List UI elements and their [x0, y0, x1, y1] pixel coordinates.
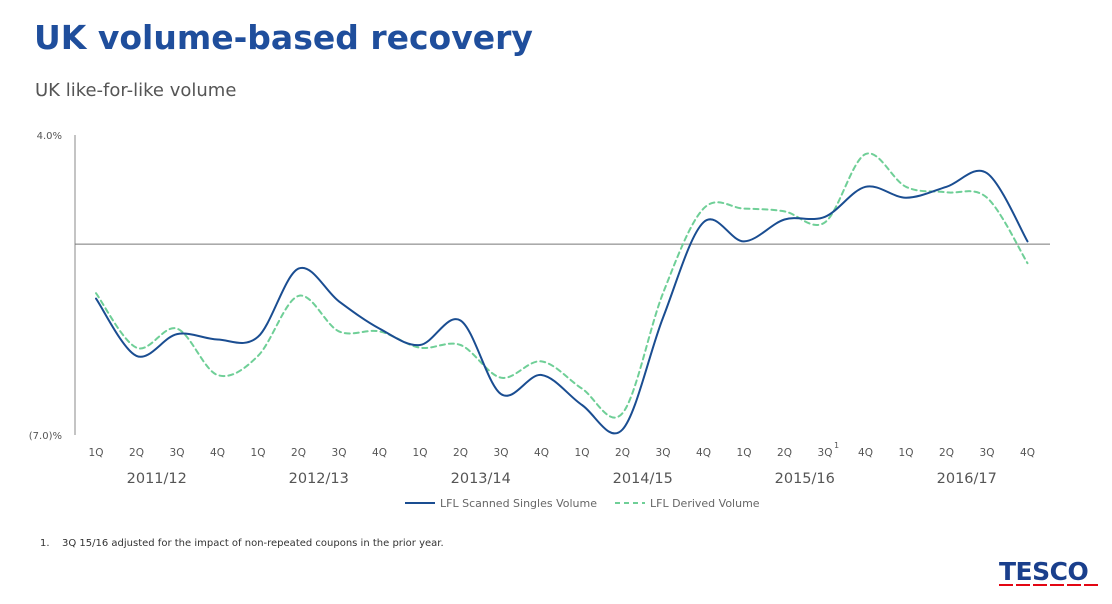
x-tick-label: 1Q	[575, 447, 590, 459]
x-tick-label: 1Q	[899, 447, 914, 459]
chart-legend: LFL Scanned Singles Volume LFL Derived Vo…	[405, 497, 760, 510]
x-tick-label: 3Q	[170, 447, 185, 459]
x-tick-label: 3Q	[332, 447, 347, 459]
x-tick-label: 1Q	[89, 447, 104, 459]
x-tick-label: 2Q	[291, 447, 306, 459]
legend-item-scanned-label: LFL Scanned Singles Volume	[440, 497, 597, 510]
x-tick-label: 3Q	[494, 447, 509, 459]
x-group-label: 2015/16	[775, 471, 835, 487]
x-tick-label: 4Q	[372, 447, 387, 459]
legend-item-derived-label: LFL Derived Volume	[650, 497, 760, 510]
line-chart: 4.0% (7.0)% 1Q 2Q 3Q 4Q 1Q 2Q 3Q 4Q 1Q 2Q 3Q 4Q 1Q 2Q 3…	[29, 131, 1050, 510]
logo-text: TESCO	[999, 557, 1088, 586]
y-tick-label: (7.0)%	[29, 431, 62, 442]
x-group-label: 2014/15	[613, 471, 673, 487]
series-line-derived-volume	[95, 152, 1029, 419]
x-tick-label: 2Q	[453, 447, 468, 459]
footnote: 1. 3Q 15/16 adjusted for the impact of no…	[40, 538, 444, 549]
footnote-number: 1.	[40, 538, 50, 549]
x-tick-label: 4Q	[696, 447, 711, 459]
chart-subtitle: UK like-for-like volume	[35, 80, 237, 101]
x-tick-label: 4Q	[210, 447, 225, 459]
series-line-scanned-singles	[95, 169, 1029, 435]
page-title: UK volume-based recovery	[34, 18, 533, 57]
x-tick-label: 1Q	[251, 447, 266, 459]
x-tick-label: 4Q	[858, 447, 873, 459]
x-tick-label: 3Q	[980, 447, 995, 459]
tesco-logo: TESCO	[999, 557, 1098, 586]
x-tick-label: 3Q	[818, 447, 833, 459]
logo-stripes	[999, 584, 1098, 586]
x-group-label: 2011/12	[127, 471, 187, 487]
x-tick-label: 2Q	[129, 447, 144, 459]
x-tick-label: 2Q	[939, 447, 954, 459]
footnote-text: 3Q 15/16 adjusted for the impact of non-…	[62, 538, 444, 549]
x-tick-label: 2Q	[615, 447, 630, 459]
x-tick-label: 3Q	[656, 447, 671, 459]
x-tick-label: 2Q	[777, 447, 792, 459]
chart-axes: 4.0% (7.0)%	[29, 131, 1050, 442]
x-group-label: 2016/17	[937, 471, 997, 487]
series-layer	[95, 152, 1029, 435]
x-tick-label: 1Q	[737, 447, 752, 459]
x-group-label: 2012/13	[289, 471, 349, 487]
y-tick-label: 4.0%	[37, 131, 62, 142]
x-tick-label: 1Q	[413, 447, 428, 459]
x-group-label: 2013/14	[451, 471, 511, 487]
x-tick-label: 4Q	[534, 447, 549, 459]
x-tick-label: 4Q	[1020, 447, 1035, 459]
x-tick-superscript: 1	[834, 441, 839, 450]
labels-layer: 1Q 2Q 3Q 4Q 1Q 2Q 3Q 4Q 1Q 2Q 3Q 4Q 1Q 2Q 3Q 4Q 1Q 2Q 3Q14…	[89, 441, 1035, 487]
